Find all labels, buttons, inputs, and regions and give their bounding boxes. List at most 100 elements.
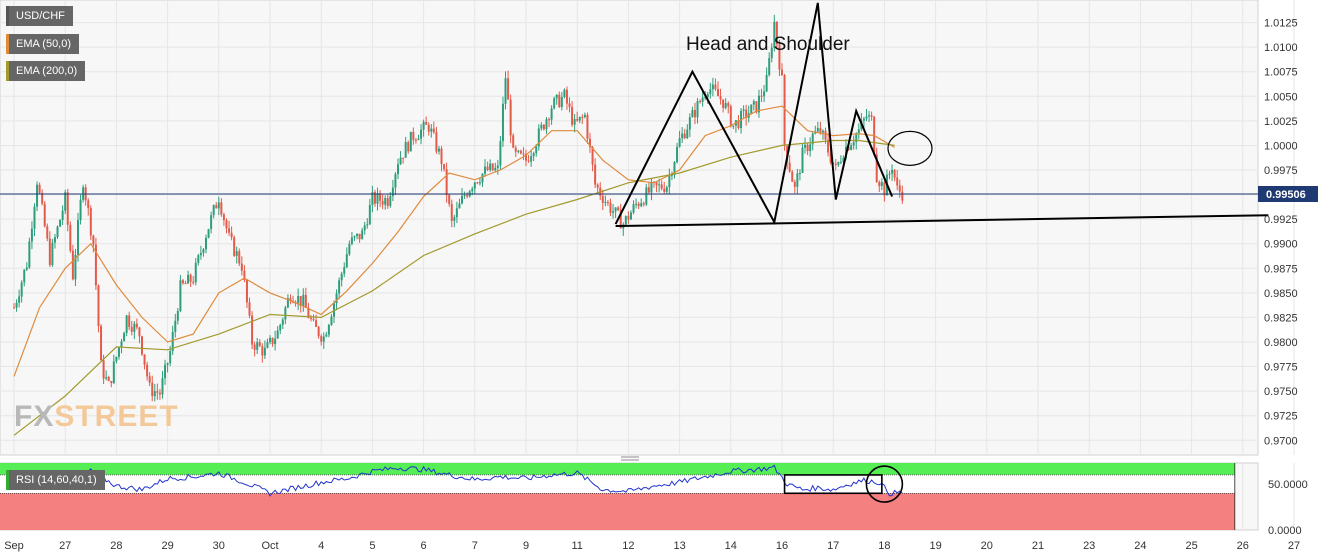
candle-body xyxy=(658,184,661,186)
candle-body xyxy=(20,282,23,297)
candle-body xyxy=(696,101,699,118)
candle-body xyxy=(48,238,51,266)
candle-body xyxy=(545,119,548,130)
candle-body xyxy=(69,224,72,251)
x-tick-label: 17 xyxy=(827,540,839,552)
candle-body xyxy=(356,233,359,237)
x-tick-label: 12 xyxy=(622,540,634,552)
candle-body xyxy=(850,145,853,150)
candle-body xyxy=(199,252,202,256)
candle-body xyxy=(389,196,392,206)
candle-body xyxy=(624,216,627,225)
candle-body xyxy=(366,224,369,226)
x-tick-label: 23 xyxy=(1083,540,1095,552)
candle-body xyxy=(798,172,801,174)
candle-body xyxy=(284,307,287,320)
candle-body xyxy=(350,237,353,244)
candle-body xyxy=(681,133,684,139)
candle-body xyxy=(79,199,82,221)
candle-body xyxy=(148,376,151,383)
candle-body xyxy=(857,129,860,134)
candle-body xyxy=(727,103,730,107)
candle-body xyxy=(827,139,830,153)
candle-body xyxy=(412,131,415,140)
candle-body xyxy=(868,115,871,117)
candle-body xyxy=(837,162,840,165)
candle-body xyxy=(18,296,21,303)
candle-body xyxy=(801,147,804,173)
ema200-swatch xyxy=(6,61,9,81)
symbol-label: USD/CHF xyxy=(6,6,73,26)
axes: 0.9700 0.9725 0.9750 0.9775 0.9800 0.9825 0.98… xyxy=(4,18,1318,552)
candle-body xyxy=(486,166,489,170)
x-tick-label: 28 xyxy=(110,540,122,552)
y-tick-label: 1.0025 xyxy=(1264,116,1298,128)
candle-body xyxy=(141,336,143,355)
candle-body xyxy=(51,242,54,266)
candle-body xyxy=(397,164,399,174)
candle-body xyxy=(192,281,195,283)
candle-body xyxy=(13,307,15,309)
candle-body xyxy=(120,341,123,348)
candle-body xyxy=(450,203,453,221)
y-tick-label: 0.9700 xyxy=(1264,435,1298,447)
x-tick-label: 27 xyxy=(59,540,71,552)
x-tick-label: 11 xyxy=(571,540,582,552)
candle-body xyxy=(61,210,64,220)
candle-body xyxy=(128,315,131,327)
candle-body xyxy=(302,294,305,306)
candle-body xyxy=(537,128,540,147)
candle-body xyxy=(640,203,643,207)
candle-body xyxy=(222,214,225,221)
candle-body xyxy=(417,138,420,140)
price-circle xyxy=(887,130,933,166)
candle-body xyxy=(604,201,607,203)
candle-body xyxy=(578,116,581,121)
candle-body xyxy=(891,169,894,174)
candle-body xyxy=(274,338,277,345)
candle-body xyxy=(243,270,246,280)
y-tick-label: 1.0000 xyxy=(1264,140,1298,152)
candle-body xyxy=(33,206,36,229)
candle-body xyxy=(304,294,307,308)
candle-body xyxy=(248,302,251,316)
candle-body xyxy=(407,142,410,152)
candle-body xyxy=(732,125,735,127)
x-tick-label: 9 xyxy=(523,540,529,552)
candle-body xyxy=(100,326,103,361)
candle-body xyxy=(181,280,184,284)
candle-body xyxy=(806,144,809,152)
y-tick-label: 1.0125 xyxy=(1264,18,1298,30)
candle-body xyxy=(217,202,220,209)
candle-body xyxy=(315,320,318,327)
candle-body xyxy=(591,147,594,165)
candle-body xyxy=(281,319,284,325)
candle-body xyxy=(819,128,822,133)
candle-body xyxy=(612,211,615,213)
candle-body xyxy=(821,130,824,133)
x-tick-label: 20 xyxy=(981,540,993,552)
candle-body xyxy=(297,296,300,304)
candle-body xyxy=(307,307,310,318)
candle-body xyxy=(788,162,791,172)
candle-body xyxy=(581,116,584,118)
candle-body xyxy=(205,237,207,250)
candle-body xyxy=(527,160,530,162)
candle-body xyxy=(89,208,92,236)
candle-body xyxy=(829,152,832,163)
candle-body xyxy=(563,89,566,98)
candle-body xyxy=(340,273,343,281)
candle-body xyxy=(650,181,653,193)
x-tick-label: 19 xyxy=(929,540,941,552)
candle-body xyxy=(225,220,228,229)
rsi-oversold-zone xyxy=(0,493,1235,530)
candle-body xyxy=(25,267,28,270)
y-tick-label: 0.9875 xyxy=(1264,263,1298,275)
candle-body xyxy=(430,128,433,132)
candle-body xyxy=(453,217,456,221)
candle-body xyxy=(525,153,527,161)
candle-body xyxy=(123,332,126,342)
candle-body xyxy=(399,157,402,165)
candle-body xyxy=(896,177,899,186)
candle-body xyxy=(174,320,177,332)
